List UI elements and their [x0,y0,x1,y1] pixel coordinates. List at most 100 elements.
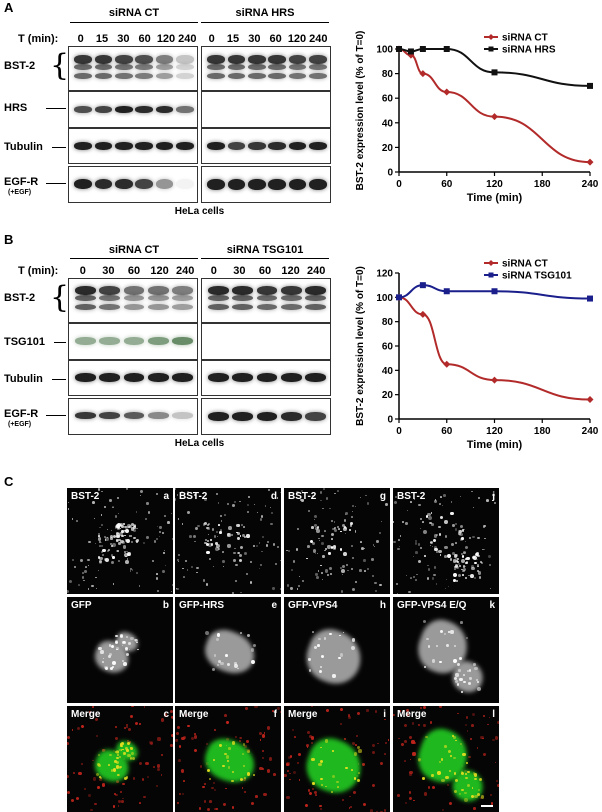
fluorescence-speck [290,587,293,590]
fluorescence-speck [159,526,162,529]
fluorescence-speck [414,539,418,542]
fluorescence-speck [483,753,487,757]
fluorescence-speck [333,492,336,495]
fluorescence-speck [297,585,300,588]
fluorescence-speck [477,497,480,500]
fluorescence-speck [320,784,323,787]
fluorescence-speck [94,802,97,805]
blot-band [305,373,327,382]
fluorescence-speck [450,630,454,634]
fluorescence-speck [262,768,265,771]
fluorescence-speck [232,504,236,507]
fluorescence-speck [252,643,256,647]
fluorescence-speck [155,537,159,541]
fluorescence-speck [452,659,457,664]
time-label: 240 [307,265,326,277]
fluorescence-speck [246,740,250,744]
panel-b-cell-label: HeLa cells [174,438,225,449]
micrograph-letter: a [163,491,169,502]
blot-band [207,412,229,421]
fluorescence-speck [343,527,348,531]
fluorescence-speck [135,638,139,642]
fluorescence-speck [216,535,219,538]
fluorescence-speck [209,800,213,804]
fluorescence-speck [404,740,408,743]
time-label: 0 [79,265,86,277]
fluorescence-speck [444,545,448,550]
fluorescence-speck [116,525,121,530]
fluorescence-speck [213,535,217,538]
fluorescence-speck [98,778,102,781]
fluorescence-speck [377,742,379,745]
fluorescence-speck [336,525,340,529]
fluorescence-speck [129,715,134,719]
fluorescence-speck [156,785,159,788]
fluorescence-speck [328,567,332,571]
fluorescence-speck [470,564,475,569]
fluorescence-speck [286,584,290,587]
fluorescence-speck [341,524,345,528]
fluorescence-speck [462,752,466,757]
fluorescence-speck [115,750,118,753]
fluorescence-speck [204,497,208,501]
time-label: 15 [95,33,109,45]
fluorescence-speck [296,587,299,590]
fluorescence-speck [330,519,333,522]
fluorescence-speck [310,736,314,740]
fluorescence-speck [266,769,270,773]
fluorescence-speck [96,734,99,737]
fluorescence-speck [136,572,138,575]
fluorescence-speck [385,741,388,745]
fluorescence-speck [247,750,251,754]
blot-band [94,73,113,80]
fluorescence-speck [237,532,240,535]
fluorescence-speck [175,732,179,736]
fluorescence-speck [188,534,192,538]
fluorescence-speck [354,777,357,780]
micrograph-b: GFP b [67,597,173,703]
fluorescence-speck [246,572,249,576]
micrograph-label: BST-2 [397,491,426,502]
fluorescence-speck [372,744,376,748]
fluorescence-speck [461,529,465,533]
fluorescence-speck [314,524,317,527]
data-point [419,282,426,289]
time-label: 240 [178,33,197,45]
fluorescence-speck [414,579,417,582]
fluorescence-speck [312,541,316,545]
fluorescence-speck [352,742,356,746]
fluorescence-speck [112,506,115,509]
micrograph-label: BST-2 [71,491,100,502]
data-point [587,295,593,302]
fluorescence-speck [73,565,77,568]
fluorescence-speck [429,544,432,547]
panel-b-tick-tubulin [52,379,66,380]
panel-a-tick-egfr [46,183,66,184]
blot-band [99,304,121,311]
fluorescence-speck [110,536,113,540]
fluorescence-speck [343,551,347,556]
fluorescence-speck [340,708,344,712]
fluorescence-speck [405,575,407,577]
blot-band [99,295,121,302]
fluorescence-speck [128,648,131,651]
blot-band [256,373,278,382]
blot-band [207,73,225,80]
fluorescence-speck [211,786,215,790]
legend-swatch-marker [488,272,494,278]
fluorescence-speck [457,574,461,578]
fluorescence-speck [431,774,434,777]
fluorescence-speck [460,553,464,556]
fluorescence-speck [458,793,461,796]
fluorescence-speck [112,661,117,666]
blot-band [268,73,286,80]
fluorescence-speck [263,792,267,796]
fluorescence-speck [276,545,279,548]
fluorescence-speck [456,557,460,561]
blot-band [94,179,113,189]
fluorescence-speck [476,558,479,561]
fluorescence-speck [119,756,122,759]
panel-b-left-header: siRNA CT [108,244,160,256]
fluorescence-speck [128,727,132,731]
blot-band [207,55,225,64]
